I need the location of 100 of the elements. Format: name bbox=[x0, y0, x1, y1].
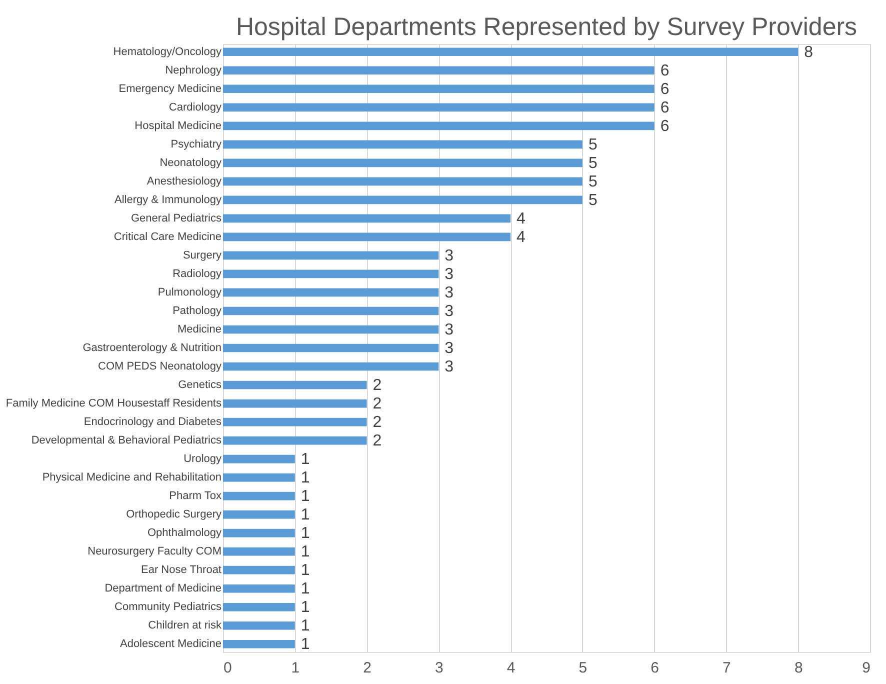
bar bbox=[223, 362, 439, 371]
bar bbox=[223, 436, 367, 445]
data-label: 1 bbox=[300, 618, 310, 635]
data-label: 5 bbox=[588, 192, 598, 209]
bar bbox=[223, 158, 582, 168]
y-tick-label: Family Medicine COM Housestaff Residents bbox=[6, 398, 222, 410]
y-tick-label: Hospital Medicine bbox=[134, 120, 222, 132]
y-tick-label: Emergency Medicine bbox=[118, 82, 222, 95]
x-tick-label: 0 bbox=[224, 660, 232, 676]
bar bbox=[223, 232, 511, 242]
bar bbox=[223, 454, 295, 464]
bar bbox=[223, 566, 295, 574]
x-tick-label: 9 bbox=[862, 660, 870, 676]
data-label: 6 bbox=[660, 62, 670, 80]
y-tick-label: Critical Care Medicine bbox=[114, 230, 222, 243]
y-tick-label: Psychiatry bbox=[170, 138, 222, 150]
bar bbox=[223, 344, 439, 352]
y-tick-label: Genetics bbox=[178, 379, 222, 392]
y-tick-label: General Pediatrics bbox=[131, 212, 222, 224]
y-tick-label: Surgery bbox=[182, 249, 222, 262]
data-label: 1 bbox=[300, 562, 310, 580]
y-tick-label: Ear Nose Throat bbox=[140, 564, 222, 576]
y-tick-label: Cardiology bbox=[168, 101, 222, 114]
data-label: 3 bbox=[444, 358, 454, 376]
data-label: 3 bbox=[444, 247, 454, 264]
bar bbox=[223, 103, 654, 112]
bar bbox=[223, 140, 582, 149]
x-tick-label: 7 bbox=[722, 660, 731, 676]
data-label: 1 bbox=[300, 506, 310, 524]
x-tick-label: 5 bbox=[578, 660, 588, 676]
bar bbox=[223, 177, 582, 186]
data-label: 1 bbox=[300, 488, 310, 506]
data-label: 4 bbox=[516, 210, 526, 228]
data-label: 1 bbox=[300, 544, 310, 561]
bar bbox=[223, 122, 654, 130]
data-label: 2 bbox=[372, 432, 382, 450]
y-tick-label: Children at risk bbox=[148, 620, 222, 632]
y-tick-label: Urology bbox=[184, 453, 222, 466]
bar bbox=[223, 66, 654, 75]
data-label: 1 bbox=[300, 580, 310, 598]
y-tick-label: COM PEDS Neonatology bbox=[98, 360, 222, 373]
data-label: 1 bbox=[300, 599, 310, 616]
bar bbox=[223, 584, 295, 593]
bar bbox=[223, 380, 367, 390]
y-tick-label: Orthopedic Surgery bbox=[126, 508, 222, 521]
data-label: 1 bbox=[300, 525, 310, 542]
bar bbox=[223, 196, 582, 204]
data-label: 6 bbox=[660, 118, 670, 135]
data-label: 6 bbox=[660, 80, 670, 98]
y-tick-label: Pharm Tox bbox=[169, 490, 222, 502]
data-label: 3 bbox=[444, 302, 454, 320]
x-tick-label: 8 bbox=[794, 660, 803, 676]
bar bbox=[223, 528, 295, 538]
data-label: 3 bbox=[444, 284, 454, 302]
x-tick-label: 3 bbox=[434, 660, 444, 676]
x-tick-label: 4 bbox=[506, 660, 516, 676]
y-tick-label: Department of Medicine bbox=[104, 582, 222, 595]
data-label: 2 bbox=[372, 396, 382, 413]
bar bbox=[223, 473, 295, 482]
y-tick-label: Ophthalmology bbox=[148, 527, 222, 540]
data-label: 3 bbox=[444, 266, 454, 283]
bar bbox=[223, 270, 439, 278]
y-tick-label: Pathology bbox=[172, 304, 222, 317]
bar bbox=[223, 251, 439, 260]
y-tick-label: Gastroenterology & Nutrition bbox=[82, 342, 222, 354]
data-label: 2 bbox=[372, 377, 382, 394]
y-tick-label: Adolescent Medicine bbox=[120, 638, 222, 650]
bar bbox=[223, 547, 295, 556]
x-tick-label: 2 bbox=[363, 660, 372, 676]
chart-title: Hospital Departments Represented by Survey Providers bbox=[236, 12, 858, 41]
bar bbox=[223, 84, 654, 94]
y-tick-label: Allergy & Immunology bbox=[114, 194, 222, 206]
y-tick-label: Radiology bbox=[172, 268, 222, 280]
y-tick-label: Community Pediatrics bbox=[114, 601, 222, 614]
y-tick-label: Developmental & Behavioral Pediatrics bbox=[31, 434, 222, 447]
data-label: 5 bbox=[588, 154, 598, 172]
y-tick-label: Neurosurgery Faculty COM bbox=[88, 546, 222, 558]
data-label: 5 bbox=[588, 136, 598, 154]
bar bbox=[223, 621, 295, 630]
bar bbox=[223, 325, 439, 334]
data-label: 3 bbox=[444, 321, 454, 338]
data-label: 1 bbox=[300, 470, 310, 487]
bar bbox=[223, 640, 295, 648]
bar bbox=[223, 418, 367, 426]
x-tick-label: 6 bbox=[650, 660, 660, 676]
y-tick-label: Pulmonology bbox=[158, 286, 222, 298]
y-tick-label: Medicine bbox=[177, 323, 222, 336]
bar bbox=[223, 602, 295, 612]
bar bbox=[223, 306, 439, 316]
y-tick-label: Physical Medicine and Rehabilitation bbox=[42, 472, 222, 484]
data-label: 8 bbox=[804, 44, 814, 61]
x-tick-label: 1 bbox=[291, 660, 300, 676]
data-label: 5 bbox=[588, 173, 598, 190]
bar bbox=[223, 48, 798, 56]
y-tick-label: Endocrinology and Diabetes bbox=[84, 416, 222, 428]
data-label: 1 bbox=[300, 451, 310, 468]
data-label: 6 bbox=[660, 99, 670, 116]
bar bbox=[223, 399, 367, 408]
bar bbox=[223, 288, 439, 297]
data-label: 1 bbox=[300, 636, 310, 654]
